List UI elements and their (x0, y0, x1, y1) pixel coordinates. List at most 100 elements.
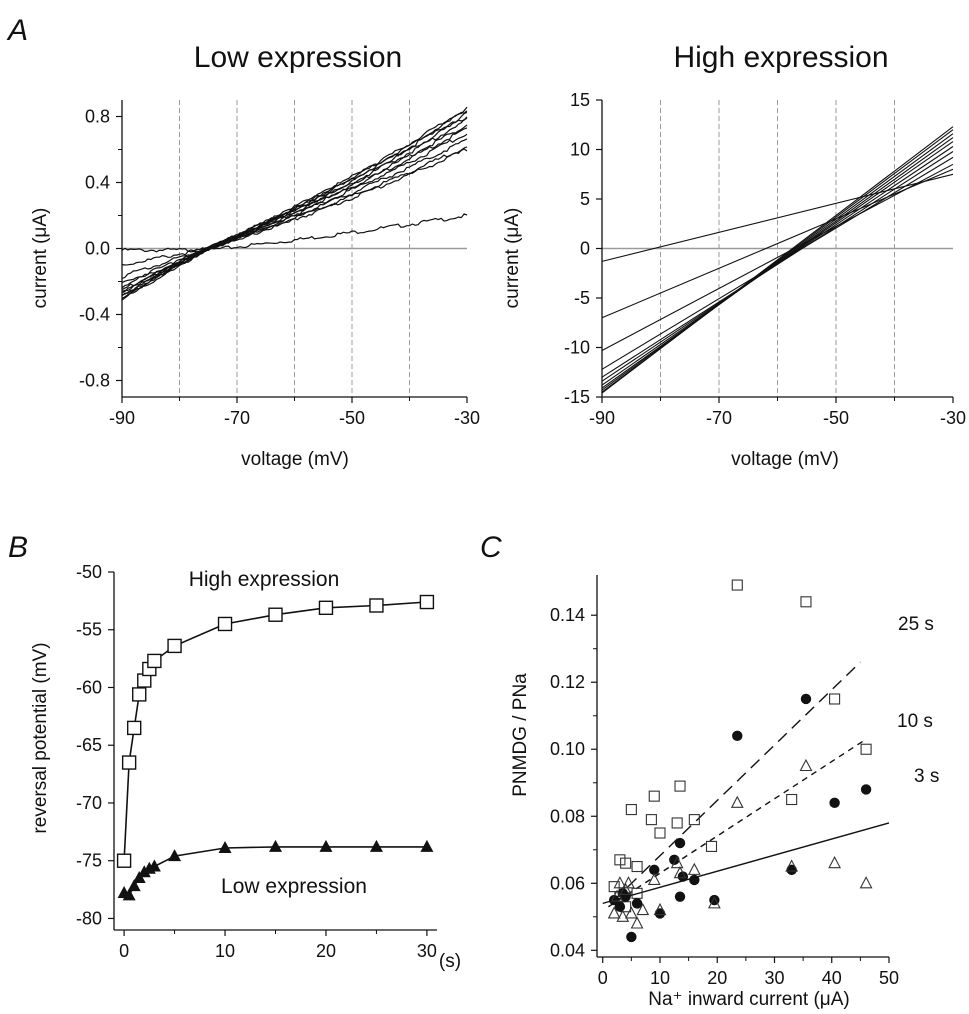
panel-letter-a: A (6, 14, 28, 47)
data-point-triangle (630, 916, 644, 929)
data-point-triangle (619, 882, 633, 896)
y-tick-label: -5 (574, 288, 590, 308)
y-tick-label: -60 (76, 677, 102, 697)
data-point-square (800, 596, 812, 608)
x-axis-label: voltage (mV) (731, 449, 839, 470)
x-tick-label: 30 (417, 941, 437, 961)
x-tick-label: 10 (650, 968, 670, 988)
data-point-square (318, 600, 334, 615)
y-tick-label: 10 (570, 140, 590, 160)
iv-trace (121, 124, 468, 292)
y-axis-label: reversal potential (mV) (30, 642, 51, 833)
data-point-square (648, 790, 660, 802)
iv-trace (121, 133, 468, 289)
data-point-triangle (147, 859, 161, 872)
iv-trace (121, 106, 468, 301)
y-tick-label: -80 (76, 908, 102, 928)
panel-c: 0 10 20 30 40 50 0.04 0.06 0.08 0.10 0.12 0.14 25 s… (510, 575, 939, 1010)
panel-a-high: High expression -90 -70 -50 -30-15-10-50510… (502, 41, 966, 470)
chart-title: Low expression (194, 41, 402, 74)
x-tick-label: -70 (224, 408, 250, 428)
panel-letter-b: B (8, 531, 28, 564)
x-tick-label: -30 (454, 408, 480, 428)
iv-trace (601, 137, 954, 389)
y-tick-label: -0.4 (79, 305, 110, 325)
y-tick-label: -70 (76, 793, 102, 813)
y-axis-label: current (μA) (502, 208, 523, 309)
data-point-triangle (670, 855, 684, 869)
x-tick-label: 10 (215, 941, 235, 961)
data-point-triangle (636, 902, 650, 916)
data-point-square (625, 804, 637, 816)
data-point-circle (689, 874, 700, 886)
data-point-square (631, 860, 643, 873)
iv-trace (601, 168, 954, 319)
data-point-triangle (122, 888, 136, 901)
fit-line (608, 738, 867, 908)
data-point-circle (654, 908, 666, 919)
data-point-circle (829, 797, 840, 809)
x-tick-label: 40 (822, 968, 842, 988)
data-point-circle (800, 693, 812, 705)
data-point-square (419, 594, 435, 610)
x-tick-label: -50 (823, 408, 849, 428)
data-point-triangle (653, 902, 667, 916)
data-point-square (369, 598, 384, 613)
data-point-square (645, 814, 657, 826)
y-tick-label: 0.08 (550, 806, 585, 826)
data-point-triangle (369, 839, 383, 852)
y-tick-label: -75 (76, 851, 102, 871)
y-axis-label: current (μA) (30, 208, 51, 309)
y-tick-label: -0.8 (79, 371, 110, 391)
iv-trace (601, 163, 954, 351)
fit-line (613, 661, 861, 901)
data-point-square (608, 881, 620, 893)
x-tick-label: 20 (316, 941, 336, 961)
x-tick-label: -50 (339, 408, 365, 428)
data-point-triangle (610, 889, 624, 902)
y-axis-label: PNMDG / PNa (510, 673, 531, 797)
data-point-square (614, 854, 626, 866)
x-tick-label: -90 (589, 408, 615, 428)
data-point-square (116, 853, 132, 868)
x-tick-label: -90 (109, 408, 135, 428)
data-point-triangle (730, 795, 744, 808)
data-point-square (132, 687, 147, 702)
data-point-square (268, 607, 283, 622)
data-point-triangle (168, 849, 182, 862)
data-point-circle (860, 784, 872, 795)
x-tick-label: 20 (707, 968, 727, 988)
data-point-triangle (607, 906, 621, 919)
x-axis-label: voltage (mV) (241, 449, 349, 470)
data-point-triangle (613, 876, 627, 889)
data-point-square (167, 638, 182, 654)
fit-line (602, 822, 890, 905)
data-point-triangle (269, 839, 282, 852)
data-point-triangle (319, 839, 333, 852)
data-point-triangle (624, 906, 638, 919)
x-tick-label: 30 (764, 968, 784, 988)
data-point-square (671, 817, 683, 829)
iv-trace (121, 111, 468, 296)
y-tick-label: 15 (570, 90, 590, 110)
data-point-triangle (828, 855, 842, 869)
iv-trace (121, 146, 468, 280)
data-point-square (126, 720, 142, 736)
iv-trace (121, 213, 468, 253)
x-axis-label: Na⁺ inward current (μA) (648, 989, 850, 1010)
data-point-square (688, 814, 700, 826)
y-tick-label: 0.06 (550, 873, 585, 893)
y-tick-label: 0 (580, 239, 590, 259)
data-point-triangle (647, 872, 661, 885)
data-point-triangle (420, 839, 434, 852)
data-point-square (705, 840, 718, 852)
data-point-square (674, 780, 686, 792)
y-tick-label: 0.04 (550, 940, 585, 960)
data-point-triangle (687, 862, 701, 875)
x-tick-label: -70 (706, 408, 732, 428)
y-tick-label: 0.10 (550, 739, 585, 759)
data-point-triangle (673, 866, 687, 879)
data-point-square (654, 827, 666, 839)
panel-a-low: Low expression -90 -70 -50 -30 -0.8 -0.4 0.0 0.… (30, 41, 480, 470)
y-tick-label: 0.14 (550, 605, 585, 625)
